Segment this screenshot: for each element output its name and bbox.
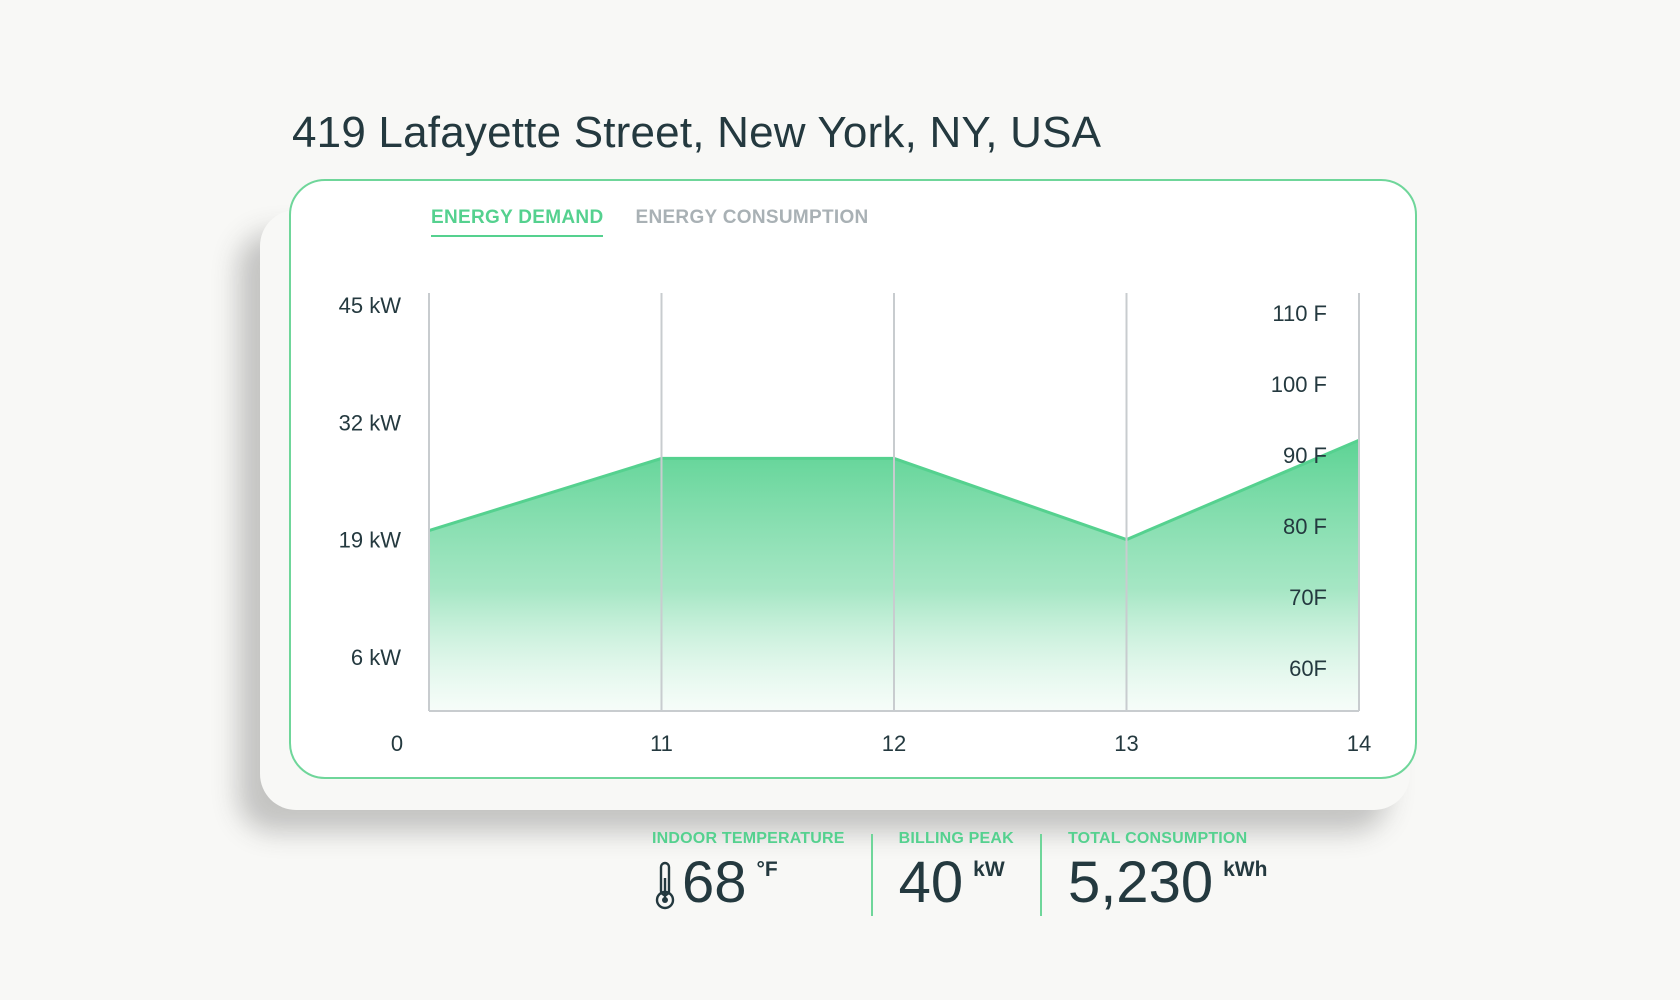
stat-value: 68 bbox=[682, 850, 747, 915]
thermometer-icon bbox=[655, 861, 675, 910]
y-left-tick-label-0: 45 kW bbox=[339, 293, 402, 318]
stat-value: 40 bbox=[898, 850, 964, 915]
y-right-tick-label-4: 70F bbox=[1289, 585, 1327, 610]
stat-indoor-temperature: INDOOR TEMPERATURE 68 °F bbox=[650, 830, 871, 916]
y-left-tick-label-1: 32 kW bbox=[339, 410, 402, 435]
y-right-tick-label-0: 110 F bbox=[1272, 301, 1327, 326]
stat-label: INDOOR TEMPERATURE bbox=[652, 830, 845, 847]
energy-demand-chart: 0 11 12 13 14 45 kW 32 kW 19 kW 6 kW 110 F 100 F… bbox=[339, 293, 1371, 756]
chart-card: ENERGY DEMAND ENERGY CONSUMPTION 0 11 12 13… bbox=[289, 179, 1417, 779]
y-right-tick-label-5: 60F bbox=[1289, 656, 1327, 681]
stat-unit: °F bbox=[756, 858, 778, 881]
stat-unit: kWh bbox=[1223, 858, 1268, 881]
stat-label: BILLING PEAK bbox=[898, 830, 1014, 847]
y-right-tick-label-3: 80 F bbox=[1283, 514, 1327, 539]
y-left-tick-label-3: 6 kW bbox=[351, 645, 401, 670]
stat-billing-peak: BILLING PEAK 40 kW bbox=[873, 830, 1040, 916]
stat-label: TOTAL CONSUMPTION bbox=[1067, 830, 1248, 847]
x-tick-label-2: 12 bbox=[882, 731, 906, 756]
y-right-tick-label-1: 100 F bbox=[1271, 372, 1327, 397]
page-title: 419 Lafayette Street, New York, NY, USA bbox=[292, 108, 1102, 157]
x-tick-label-4: 14 bbox=[1347, 731, 1371, 756]
stat-divider bbox=[1039, 834, 1042, 916]
tab-energy-demand[interactable]: ENERGY DEMAND bbox=[431, 207, 604, 237]
tab-energy-consumption[interactable]: ENERGY CONSUMPTION bbox=[635, 207, 869, 228]
x-tick-label-1: 11 bbox=[650, 731, 673, 756]
stats-bar: INDOOR TEMPERATURE 68 °F BILLING PEAK 40… bbox=[650, 830, 1293, 916]
x-tick-label-0: 0 bbox=[391, 731, 403, 756]
stat-unit: kW bbox=[973, 858, 1005, 881]
chart-tabs: ENERGY DEMAND ENERGY CONSUMPTION bbox=[431, 207, 869, 237]
y-left-tick-label-2: 19 kW bbox=[339, 528, 402, 553]
y-right-tick-label-2: 90 F bbox=[1283, 443, 1327, 468]
x-tick-label-3: 13 bbox=[1114, 731, 1138, 756]
stat-value: 5,230 bbox=[1067, 850, 1214, 915]
stat-total-consumption: TOTAL CONSUMPTION 5,230 kWh bbox=[1042, 830, 1293, 916]
stat-divider bbox=[870, 834, 873, 916]
